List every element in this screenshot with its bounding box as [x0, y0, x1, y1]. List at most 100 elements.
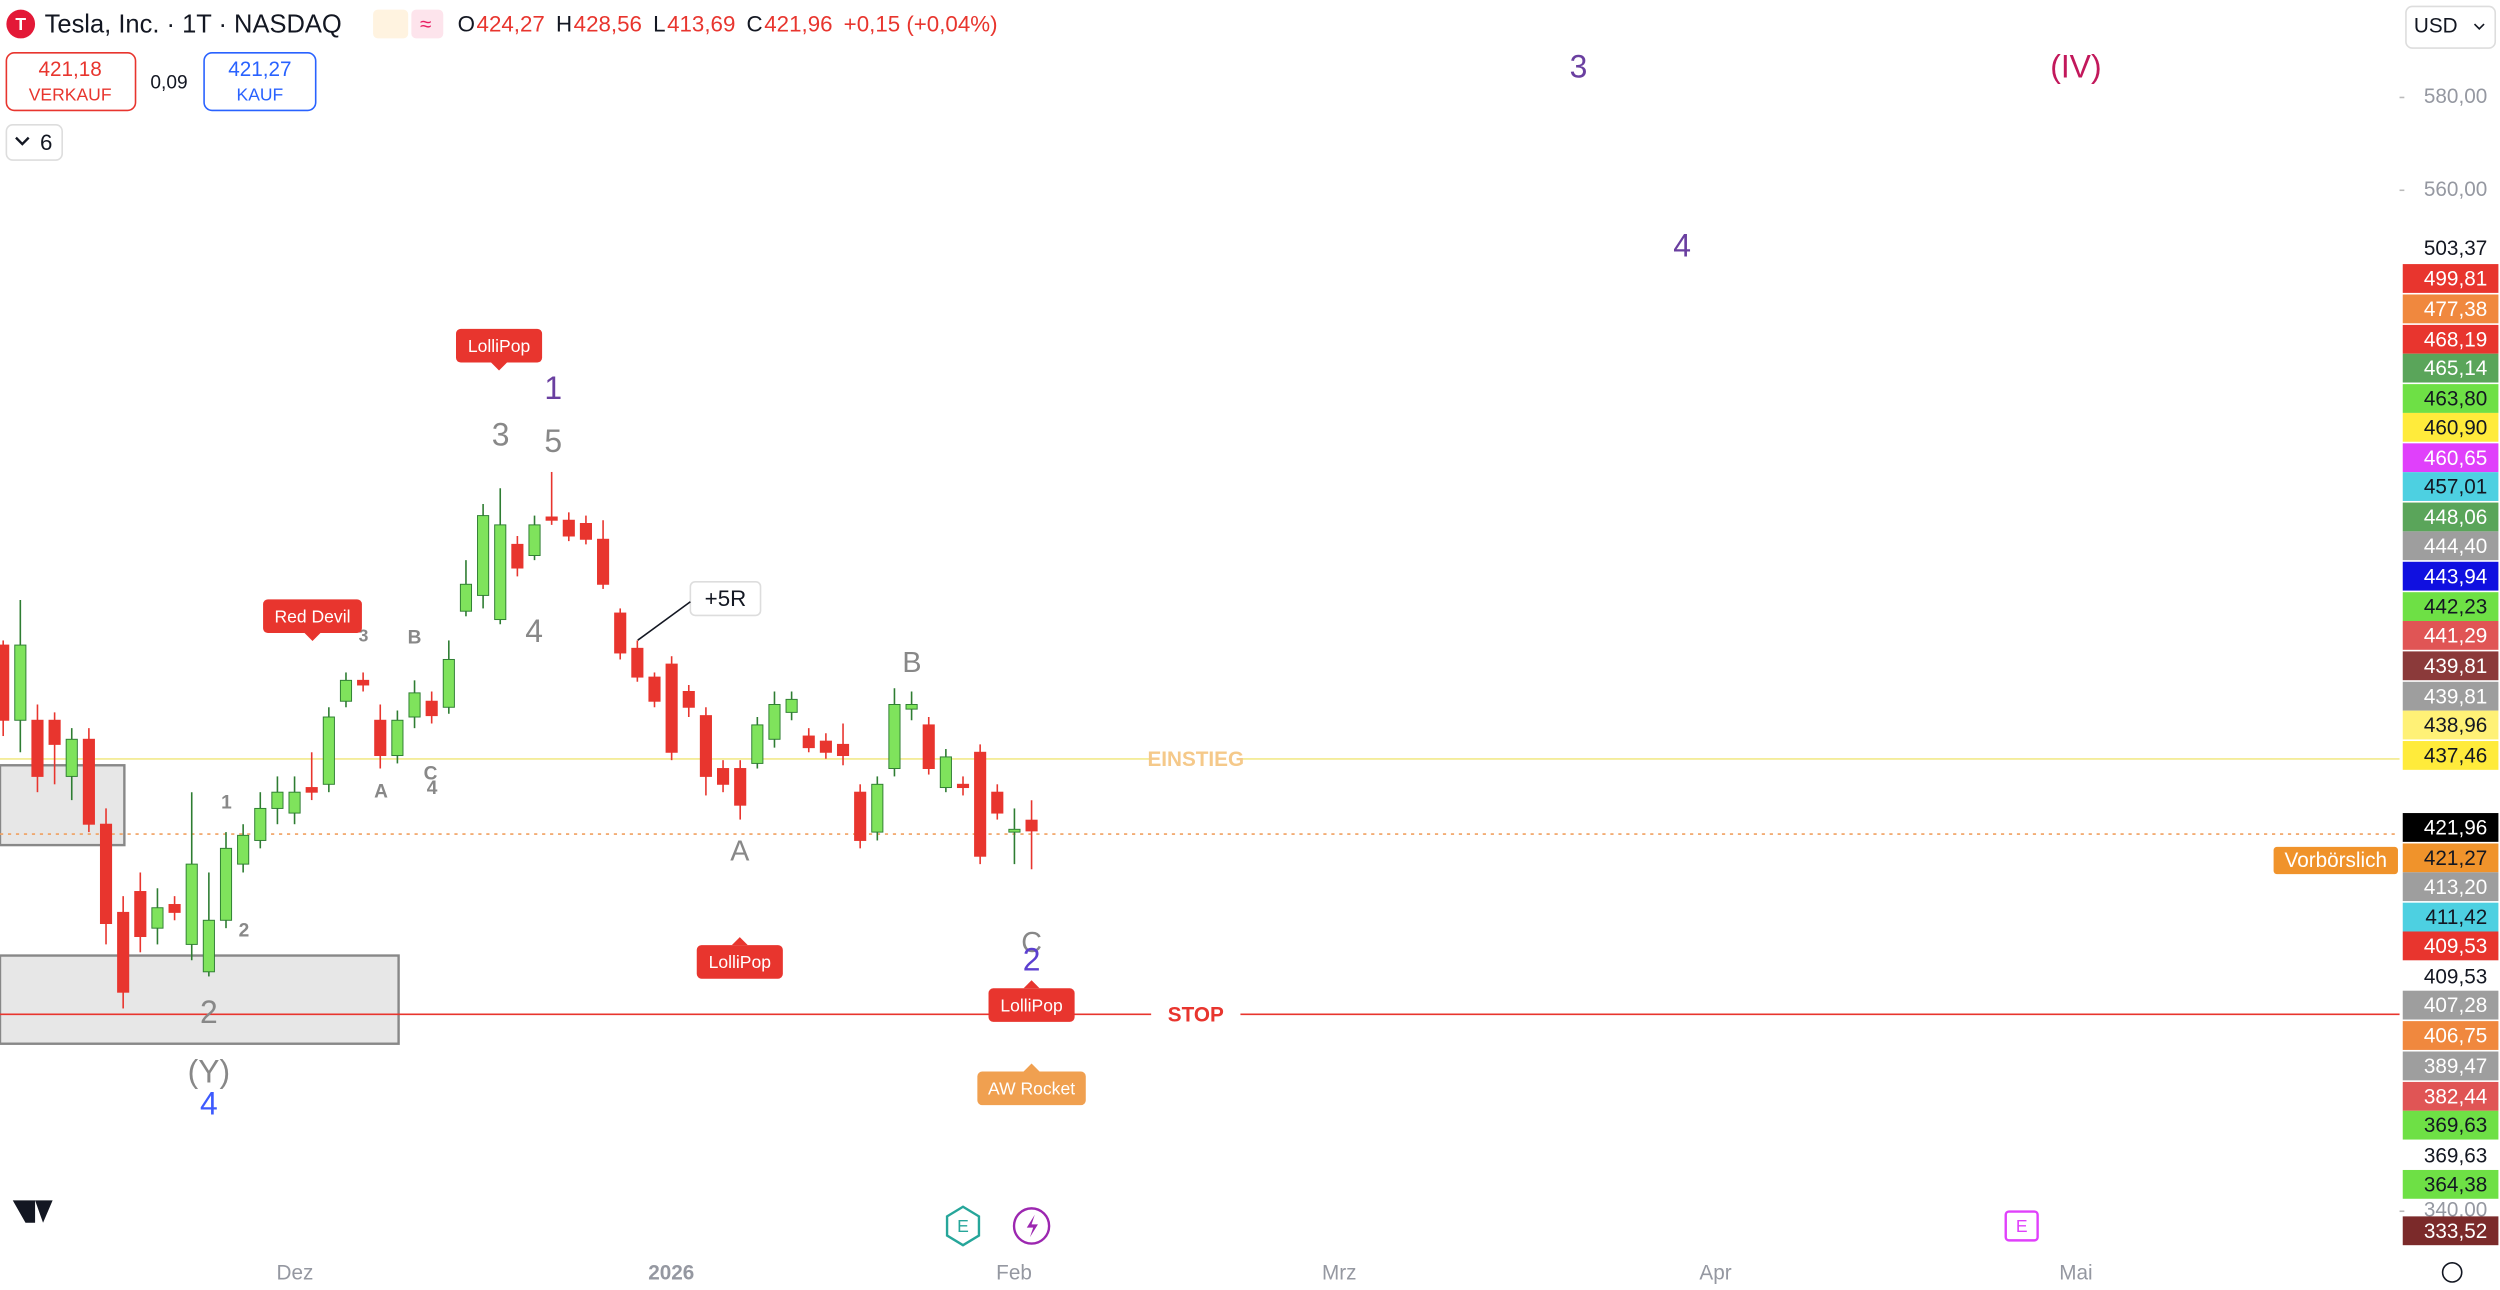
tesla-logo [6, 9, 36, 39]
candle-body [785, 698, 798, 713]
wave-label: 3 [359, 626, 369, 646]
wave-label: A [374, 781, 388, 802]
candle-body [31, 719, 44, 777]
candle-body [237, 834, 250, 865]
candle-body [339, 679, 353, 702]
buy-label[interactable]: KAUF [237, 85, 284, 105]
price-label-box [2402, 1110, 2499, 1140]
ohlc-key: L [653, 11, 665, 36]
candle-body [545, 516, 558, 521]
price-label-box [2402, 264, 2499, 293]
sell-button[interactable] [5, 52, 137, 112]
price-label: 448,06 [2424, 506, 2487, 529]
price-label: 407,28 [2424, 994, 2487, 1017]
wave-label: 4 [1673, 227, 1691, 263]
earnings-icon[interactable] [945, 1205, 981, 1247]
zone [0, 954, 400, 1045]
candle-body [48, 719, 61, 745]
symbol: Tesla, Inc. · 1T · NASDAQ [45, 10, 342, 38]
indicator-toggle[interactable] [5, 124, 63, 161]
candle-body [751, 724, 764, 764]
price-label-box [2402, 681, 2499, 711]
price-label: 468,19 [2424, 328, 2487, 351]
event-icon[interactable] [2004, 1210, 2039, 1242]
signal-tag [263, 599, 362, 633]
price-label: 503,37 [2424, 237, 2487, 260]
wave-label: 3 [1570, 48, 1588, 84]
candle-body [905, 704, 918, 710]
wave-label: 1 [544, 370, 562, 406]
signal-tag-text: Red Devil [275, 606, 351, 626]
price-label-box [2402, 710, 2499, 740]
sell-price[interactable]: 421,18 [38, 58, 101, 81]
ohlc-value: 413,69 [667, 11, 735, 36]
price-label-box [2402, 561, 2499, 591]
candle-body [922, 724, 935, 770]
y-tick-label: 340,00 [2424, 1199, 2487, 1222]
price-label-box [2402, 294, 2499, 324]
wave-label: 4 [525, 613, 543, 649]
currency-select[interactable] [2405, 5, 2497, 49]
candle-body [408, 692, 421, 718]
price-label-box [2402, 813, 2499, 842]
wave-label: 4 [200, 1085, 218, 1121]
signal-tag-text: AW Rocket [988, 1079, 1075, 1099]
tv-logo [12, 1200, 53, 1223]
wave-label: 3 [492, 416, 510, 452]
price-label-box [2402, 1216, 2499, 1246]
candle-body [254, 807, 267, 841]
price-label-box [2402, 502, 2499, 532]
candle-body [65, 738, 78, 777]
price-label-box [2402, 384, 2499, 413]
wave-label: C [424, 764, 438, 785]
candle-body [459, 583, 473, 612]
x-tick-label: Apr [1699, 1261, 1731, 1284]
line-label: STOP [1168, 1003, 1224, 1026]
price-label-box [2402, 531, 2499, 561]
zone [0, 764, 126, 847]
price-label: 460,65 [2424, 447, 2487, 470]
price-label-box [2402, 741, 2499, 770]
currency[interactable]: USD [2414, 15, 2458, 38]
buy-price[interactable]: 421,27 [228, 58, 291, 81]
candle-body [477, 515, 490, 596]
candle-body [614, 612, 627, 654]
price-label: 364,38 [2424, 1173, 2487, 1196]
x-tick-label: Feb [996, 1261, 1032, 1284]
bolt[interactable] [1026, 1214, 1038, 1238]
tag-pointer [1023, 1063, 1040, 1072]
earnings-glyph[interactable]: E [957, 1216, 969, 1236]
price-label: 439,81 [2424, 655, 2487, 678]
price-label-box [2402, 872, 2499, 902]
sell-label[interactable]: VERKAUF [29, 85, 112, 105]
price-label: 442,23 [2424, 596, 2487, 619]
price-label: 382,44 [2424, 1085, 2487, 1108]
price-label-box [2402, 472, 2499, 501]
candle-body [82, 738, 95, 825]
signal-tag [696, 945, 783, 979]
candle-body [597, 538, 610, 585]
chevron[interactable] [15, 136, 30, 146]
currency-chevron[interactable] [2473, 23, 2485, 30]
ohlc: O 424,27 H 428,56 L 413,69 C 421,96 [458, 11, 833, 36]
price-label: 413,20 [2424, 876, 2487, 899]
candle-body [991, 791, 1004, 814]
price-label-box [2402, 620, 2499, 650]
settings-icon[interactable] [2441, 1261, 2463, 1283]
tag-pointer [1023, 980, 1040, 989]
candle-body [562, 519, 575, 537]
price-label: 438,96 [2424, 714, 2487, 737]
candle-body [699, 715, 712, 777]
dividend-icon[interactable] [1012, 1207, 1051, 1245]
ohlc-key: H [556, 11, 572, 36]
candle-body [271, 791, 284, 809]
candle-body [357, 679, 370, 686]
price-label-box [2402, 902, 2499, 932]
event-glyph[interactable]: E [2016, 1216, 2028, 1236]
price-label-box [2402, 412, 2499, 442]
indicator-count[interactable]: 6 [40, 130, 52, 155]
price-label-box [2402, 931, 2499, 961]
logo-letter: T [15, 14, 26, 34]
buy-button[interactable] [203, 52, 317, 112]
ohlc-value: 428,56 [574, 11, 642, 36]
